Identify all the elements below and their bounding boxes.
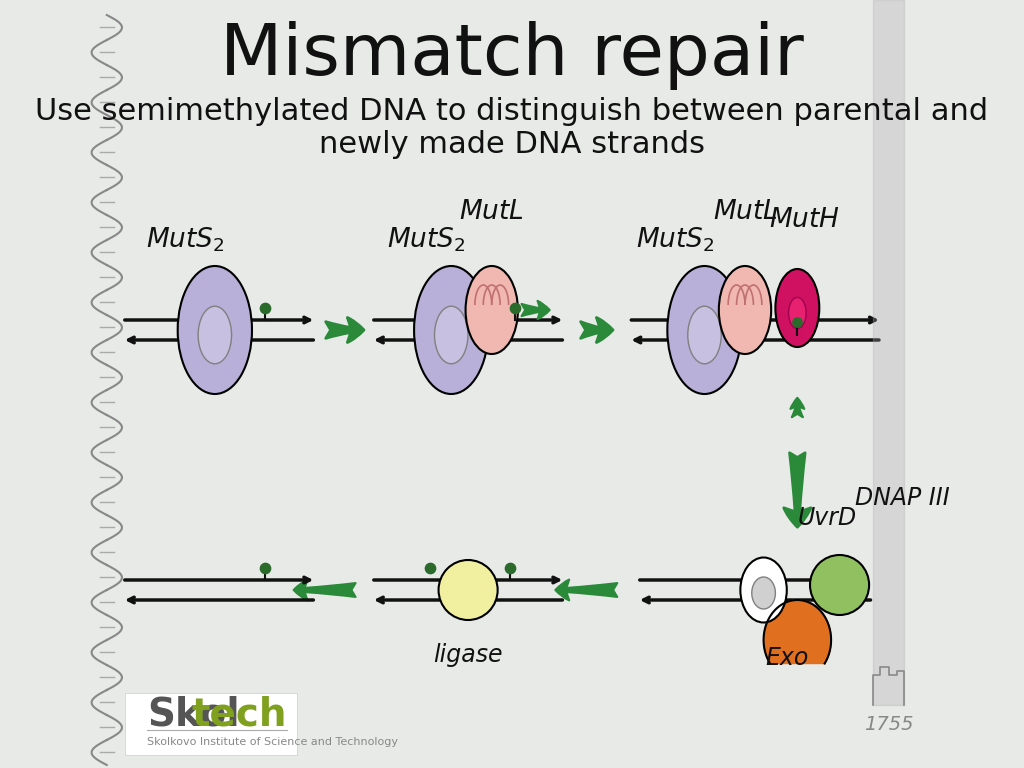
Text: $MutL$: $MutL$ [713,199,777,225]
Ellipse shape [719,266,771,354]
Point [257,562,273,574]
Text: $MutL$: $MutL$ [460,199,524,225]
Ellipse shape [466,266,518,354]
Ellipse shape [434,306,468,364]
Point [502,562,518,574]
Point [422,562,438,574]
Text: Mismatch repair: Mismatch repair [220,21,804,90]
Ellipse shape [788,297,806,329]
Text: $MutS_2$: $MutS_2$ [636,226,714,254]
Ellipse shape [740,558,786,623]
Text: $MutS_2$: $MutS_2$ [387,226,465,254]
Text: Exo: Exo [766,646,809,670]
Text: ligase: ligase [433,643,503,667]
Ellipse shape [775,269,819,347]
Polygon shape [764,600,831,664]
Point [506,302,522,314]
Ellipse shape [688,306,721,364]
Ellipse shape [668,266,741,394]
Ellipse shape [438,560,498,620]
Text: Use semimethylated DNA to distinguish between parental and
newly made DNA strand: Use semimethylated DNA to distinguish be… [36,97,988,159]
Text: Skolkovo Institute of Science and Technology: Skolkovo Institute of Science and Techno… [147,737,398,747]
Ellipse shape [178,266,252,394]
FancyBboxPatch shape [125,693,297,755]
Text: $MutH$: $MutH$ [769,207,840,233]
Text: DNAP III: DNAP III [855,486,949,510]
Ellipse shape [414,266,488,394]
Text: $MutS_2$: $MutS_2$ [146,226,224,254]
Text: Skol: Skol [147,696,240,734]
Point [257,302,273,314]
Text: UvrD: UvrD [798,506,857,530]
Text: tech: tech [191,696,287,734]
Ellipse shape [198,306,231,364]
Ellipse shape [810,555,869,615]
Ellipse shape [752,577,775,609]
Point [790,316,806,328]
Text: 1755: 1755 [864,716,913,734]
